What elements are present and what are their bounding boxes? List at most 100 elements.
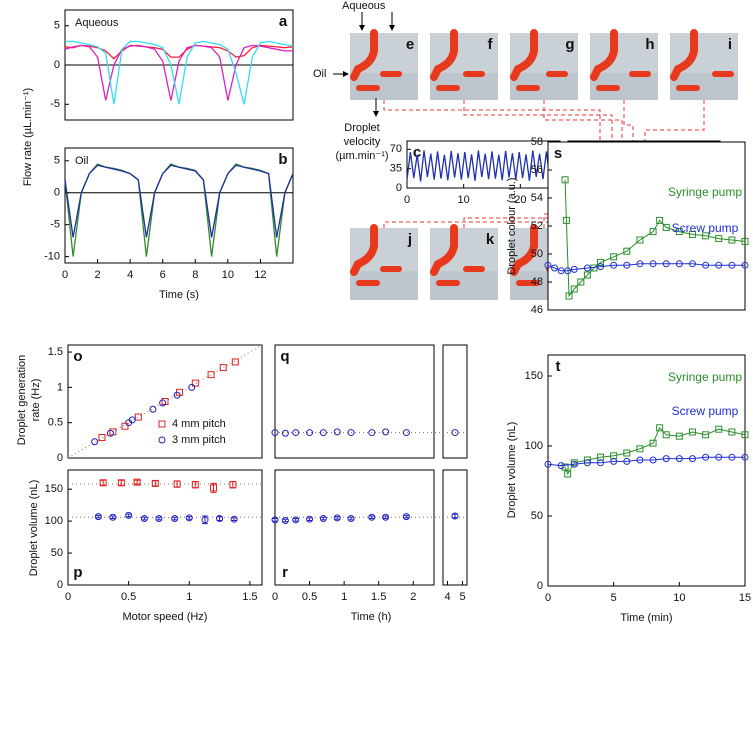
y-tick-label: 0 (54, 59, 60, 71)
x-tick-label: 1 (341, 591, 347, 603)
x-tick-label: 1.5 (242, 591, 257, 603)
marker (741, 431, 749, 439)
marker (106, 429, 114, 437)
x-tick-label: 4 (127, 269, 133, 281)
y-tick-label: 56 (531, 164, 543, 176)
y-tick-label: 5 (54, 20, 60, 32)
marker (623, 457, 631, 465)
droplet (629, 71, 651, 77)
error-bar (368, 515, 375, 520)
series-line (564, 426, 746, 476)
series-label: Syringe pump (668, 370, 742, 384)
y-tick-label: 54 (531, 192, 543, 204)
marker (368, 429, 376, 437)
series-label: Syringe pump (668, 185, 742, 199)
marker (688, 230, 696, 238)
plot-frame (442, 344, 468, 459)
series-label: Screw pump (672, 404, 739, 418)
x-tick-label: 0 (272, 591, 278, 603)
panel-label: s (554, 145, 562, 162)
series-line (64, 44, 293, 101)
marker (702, 431, 710, 439)
marker (347, 515, 355, 523)
marker (94, 513, 102, 521)
panel: 0 0.5 1 1.5 2 4 5 r Time (h) (271, 469, 468, 623)
y-tick-label: -5 (50, 98, 60, 110)
marker (728, 428, 736, 436)
annotation: Aqueous (342, 0, 386, 12)
y-tick-label: -5 (50, 219, 60, 231)
y-tick-label: 48 (531, 276, 543, 288)
marker (623, 261, 631, 269)
marker (597, 263, 605, 271)
x-axis-label: Time (s) (159, 289, 199, 301)
marker (382, 428, 390, 436)
y-tick-label: 50 (531, 510, 543, 522)
aqueous-channel (430, 29, 458, 81)
marker (623, 449, 631, 457)
y-axis-label: Droplet colour (a.u.) (506, 177, 518, 274)
series-label: Screw pump (672, 221, 739, 235)
marker (201, 516, 209, 524)
marker (675, 455, 683, 463)
error-bar (306, 517, 313, 521)
y-axis-label: Flow rate (µL.min⁻¹) (22, 88, 34, 186)
marker (688, 455, 696, 463)
y-tick-label: 0 (537, 580, 543, 592)
marker (577, 278, 585, 286)
marker (557, 462, 565, 470)
y-tick-label: 5 (54, 155, 60, 167)
y-axis-label: Droplet (344, 122, 379, 134)
marker (741, 453, 749, 461)
panel-label: a (279, 13, 288, 30)
y-axis-label: velocity (344, 136, 381, 148)
marker (662, 260, 670, 268)
panel-label: r (282, 564, 288, 581)
y-tick-label: 0.5 (48, 417, 63, 429)
marker (570, 460, 578, 468)
marker (583, 271, 591, 279)
x-tick-label: 8 (192, 269, 198, 281)
marker (715, 261, 723, 269)
legend-label: 3 mm pitch (172, 434, 226, 446)
x-tick-label: 1 (186, 591, 192, 603)
x-tick-label: 2 (95, 269, 101, 281)
panel-label: q (280, 348, 289, 365)
y-tick-label: 70 (390, 143, 402, 155)
panel: -10 -5 0 5 0 2 4 6 8 10 12 b Oil Time (s) (44, 147, 294, 301)
aqueous-channel (350, 224, 378, 276)
panel: 0 35 70 0 10 20 c Droplet velocity (µm.min⁻¹) (335, 122, 561, 206)
marker (333, 428, 341, 436)
y-tick-label: 1 (57, 381, 63, 393)
marker (292, 516, 300, 524)
marker (149, 405, 157, 413)
marker (675, 260, 683, 268)
error-bar (231, 517, 238, 521)
marker (662, 431, 670, 439)
droplet (380, 71, 402, 77)
y-tick-label: 35 (390, 163, 402, 175)
marker (649, 228, 657, 236)
error-bar (292, 518, 299, 522)
x-tick-label: 2 (410, 591, 416, 603)
panel-label: i (728, 36, 732, 53)
marker (741, 237, 749, 245)
marker (636, 445, 644, 453)
error-bar (282, 518, 289, 523)
marker (231, 358, 239, 366)
error-bar (155, 516, 162, 521)
error-bar (134, 479, 141, 485)
marker (715, 235, 723, 243)
x-tick-label: 10 (222, 269, 234, 281)
marker (597, 459, 605, 467)
error-bar (125, 513, 132, 518)
marker (191, 379, 199, 387)
panel: 0 0.5 1 1.5 o Droplet generation rate (Hz) 4 mm… (16, 344, 263, 464)
marker (382, 513, 390, 521)
panel-label: f (488, 36, 494, 53)
droplet (380, 266, 402, 272)
marker (610, 253, 618, 261)
panel-label: g (565, 36, 574, 53)
x-tick-label: 10 (458, 194, 470, 206)
